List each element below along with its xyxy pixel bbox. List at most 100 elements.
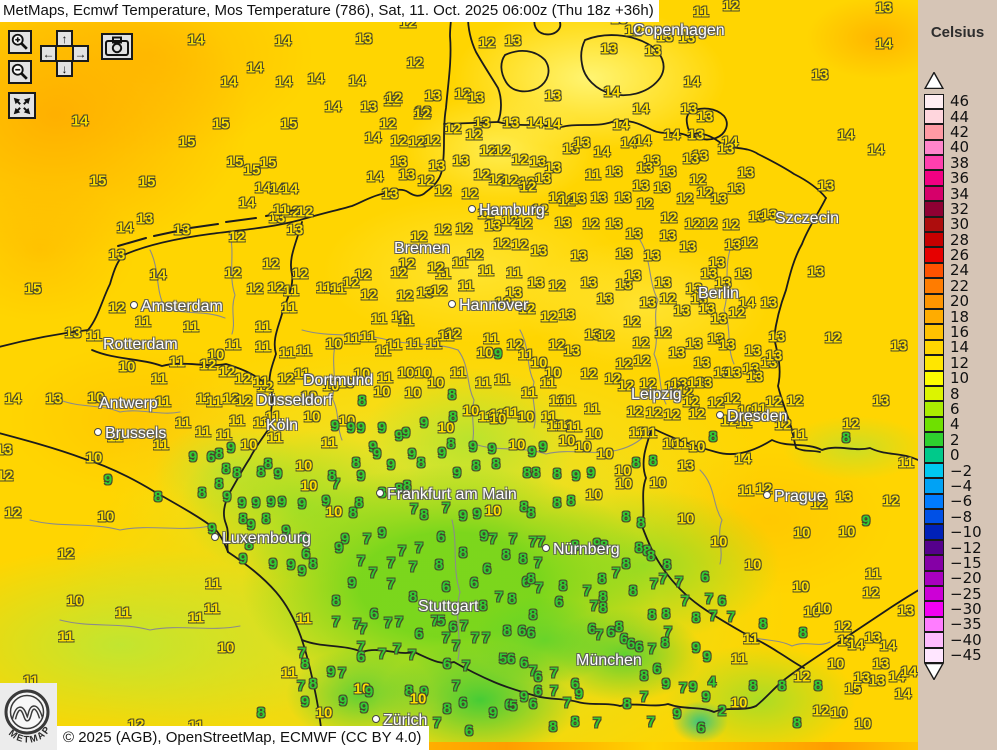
temp-value: 12 <box>548 336 566 354</box>
legend-swatch <box>924 524 944 540</box>
temp-value: 8 <box>647 606 657 624</box>
map-canvas[interactable]: 14 14 14 13 14 14 14 14 14 13 12 14 15 15 15 15 15 15 15 15… <box>0 0 918 750</box>
temp-value: 11 <box>216 426 232 444</box>
temp-value: 13 <box>136 210 154 228</box>
temp-value: 9 <box>401 424 411 442</box>
screenshot-button[interactable] <box>101 33 133 60</box>
pan-right-button[interactable]: → <box>72 45 89 62</box>
temp-value: 7 <box>582 582 592 600</box>
legend-swatch <box>924 170 944 186</box>
temp-value: 11 <box>255 338 271 356</box>
city-marker <box>211 533 219 541</box>
legend-cell: 38 <box>924 155 994 171</box>
legend-swatch <box>924 262 944 279</box>
temp-value: 7 <box>386 554 396 572</box>
temp-value: 13 <box>654 274 672 292</box>
temp-value: 12 <box>540 308 558 326</box>
temp-value: 9 <box>300 693 310 711</box>
temp-value: 9 <box>691 639 701 657</box>
temp-value: 9 <box>321 492 331 510</box>
temp-value: 6 <box>517 622 527 640</box>
temp-value: 13 <box>868 672 886 690</box>
pan-up-button[interactable]: ↑ <box>56 30 73 47</box>
legend-swatch <box>924 509 944 525</box>
legend-cell: 20 <box>924 293 994 309</box>
legend-swatch <box>924 401 944 417</box>
temp-value: 6 <box>521 573 531 591</box>
temp-value: 9 <box>266 493 276 511</box>
legend-value: 16 <box>950 323 970 342</box>
temp-value: 13 <box>864 629 882 647</box>
temp-value: 12 <box>430 282 448 300</box>
arrow-up-icon: ↑ <box>61 31 68 46</box>
temp-value: 6 <box>533 682 543 700</box>
temp-value: 14 <box>269 180 287 198</box>
temp-value: 12 <box>478 34 496 52</box>
temp-value: 11 <box>86 327 102 345</box>
temp-value: 7 <box>647 640 657 658</box>
temp-value: 7 <box>488 530 498 548</box>
temp-value: 11 <box>566 418 582 436</box>
temp-value: 11 <box>225 336 241 354</box>
city-label: Rotterdam <box>103 336 178 353</box>
temp-value: 12 <box>659 290 677 308</box>
temp-value: 10 <box>574 438 592 456</box>
temp-value: 12 <box>882 492 900 510</box>
temp-value: 5 <box>436 612 446 630</box>
fullscreen-button[interactable] <box>8 92 36 119</box>
temp-value: 8 <box>300 655 310 673</box>
temp-value: 13 <box>643 152 661 170</box>
arrow-left-icon: ← <box>42 46 55 61</box>
legend-cell: 24 <box>924 262 994 279</box>
temp-value: 11 <box>738 482 754 500</box>
temp-value: 7 <box>470 629 480 647</box>
temp-value: 8 <box>519 498 529 516</box>
temp-value: 8 <box>458 544 468 562</box>
temp-value: 12 <box>624 22 642 40</box>
temp-value: 13 <box>643 247 661 265</box>
temp-value: 11 <box>195 423 211 441</box>
pan-left-button[interactable]: ← <box>40 45 57 62</box>
zoom-in-button[interactable] <box>8 30 32 54</box>
temp-value: 8 <box>327 467 337 485</box>
temp-value: 7 <box>562 694 572 712</box>
temp-value: 8 <box>566 492 576 510</box>
temp-value: 9 <box>340 530 350 548</box>
temp-value: 14 <box>116 219 134 237</box>
temp-value: 11 <box>489 406 505 424</box>
legend-swatch <box>924 201 944 217</box>
temp-value: 11 <box>279 344 295 362</box>
temp-value: 7 <box>377 645 387 663</box>
temp-value: 12 <box>413 105 431 123</box>
temp-value: 7 <box>331 613 341 631</box>
temp-value: 12 <box>466 246 484 264</box>
legend-cell: −25 <box>924 586 994 602</box>
legend-value: 32 <box>950 199 970 218</box>
temp-value: 13 <box>690 290 708 308</box>
temp-value: 12 <box>700 215 718 233</box>
temp-value: 8 <box>261 510 271 528</box>
temp-value: 11 <box>751 400 767 418</box>
temp-value: 10 <box>118 358 136 376</box>
temp-value: 12 <box>604 370 622 388</box>
temp-value: 8 <box>798 624 808 642</box>
temp-value: 10 <box>207 346 225 364</box>
legend-cell: 4 <box>924 416 994 433</box>
temp-value: 13 <box>45 390 63 408</box>
temp-value: 7 <box>362 530 372 548</box>
temp-value: 9 <box>326 663 336 681</box>
temp-value: 13 <box>381 185 399 203</box>
temp-value: 13 <box>398 166 416 184</box>
temp-value: 6 <box>482 560 492 578</box>
legend-value: 12 <box>950 353 970 372</box>
temp-value: 8 <box>531 464 541 482</box>
temp-value: 6 <box>458 694 468 712</box>
temp-value: 6 <box>469 574 479 592</box>
temp-value: 6 <box>448 618 458 636</box>
zoom-out-button[interactable] <box>8 60 32 84</box>
pan-down-button[interactable]: ↓ <box>56 60 73 77</box>
temp-value: 8 <box>528 606 538 624</box>
temp-value: 12 <box>454 85 472 103</box>
temp-value: 12 <box>548 189 566 207</box>
temp-value: 12 <box>408 133 426 151</box>
